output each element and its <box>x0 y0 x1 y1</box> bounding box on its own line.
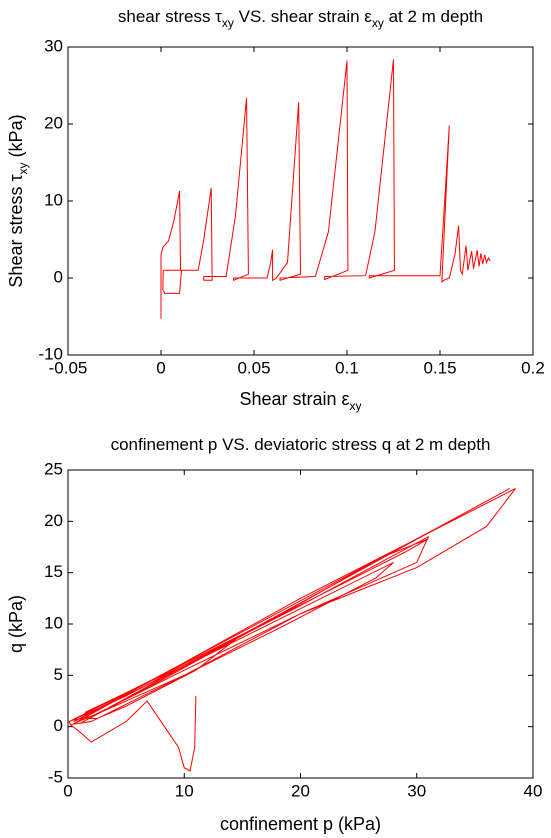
x-tick-label: 20 <box>291 781 310 800</box>
x-tick-label: 40 <box>524 781 543 800</box>
plot-area <box>67 469 534 779</box>
text-part: (kPa) <box>6 114 26 162</box>
y-tick-label: 25 <box>44 459 63 478</box>
data-line <box>160 59 491 319</box>
text-part: at 2 m depth <box>384 7 483 26</box>
subscript: xy <box>372 16 384 30</box>
text-part: confinement p (kPa) <box>220 814 381 834</box>
x-tick-label: 0.15 <box>423 358 456 377</box>
y-tick-label: 20 <box>44 511 63 530</box>
chart-title: shear stress τxy VS. shear strain εxy at… <box>118 7 483 30</box>
y-tick-label: 20 <box>44 113 63 132</box>
y-tick-label: 0 <box>54 267 63 286</box>
text-part: q (kPa) <box>6 595 26 653</box>
x-tick-label: 0.2 <box>521 358 545 377</box>
y-axis-label: q (kPa) <box>6 595 26 653</box>
x-tick-label: -0.05 <box>49 358 88 377</box>
subscript: xy <box>350 399 362 413</box>
x-tick-label: 0 <box>156 358 165 377</box>
text-part: Shear strain ε <box>239 389 349 409</box>
chart: confinement p VS. deviatoric stress q at… <box>6 435 542 834</box>
y-tick-label: 10 <box>44 190 63 209</box>
x-tick-label: 30 <box>407 781 426 800</box>
x-tick-label: 10 <box>175 781 194 800</box>
text-part: VS. shear strain ε <box>234 7 372 26</box>
subscript: xy <box>222 16 234 30</box>
subscript: xy <box>16 162 30 174</box>
x-axis-label: confinement p (kPa) <box>220 814 381 834</box>
x-tick-label: 0.05 <box>237 358 270 377</box>
text-part: shear stress τ <box>118 7 222 26</box>
chart-title: confinement p VS. deviatoric stress q at… <box>111 435 491 454</box>
x-axis-label: Shear strain εxy <box>239 389 361 413</box>
x-tick-label: 0.1 <box>335 358 359 377</box>
text-part: Shear stress τ <box>6 174 26 287</box>
y-tick-label: 30 <box>44 36 63 55</box>
x-tick-label: 0 <box>63 781 72 800</box>
plot-area <box>67 46 534 356</box>
y-tick-label: -5 <box>48 767 63 786</box>
y-tick-label: 15 <box>44 562 63 581</box>
y-tick-label: 10 <box>44 613 63 632</box>
chart: shear stress τxy VS. shear strain εxy at… <box>6 7 545 413</box>
y-tick-label: 0 <box>54 716 63 735</box>
data-line <box>68 488 516 772</box>
text-part: confinement p VS. deviatoric stress q at… <box>111 435 491 454</box>
y-tick-label: 5 <box>54 665 63 684</box>
y-tick-label: -10 <box>38 344 63 363</box>
y-axis-label: Shear stress τxy (kPa) <box>6 114 30 287</box>
